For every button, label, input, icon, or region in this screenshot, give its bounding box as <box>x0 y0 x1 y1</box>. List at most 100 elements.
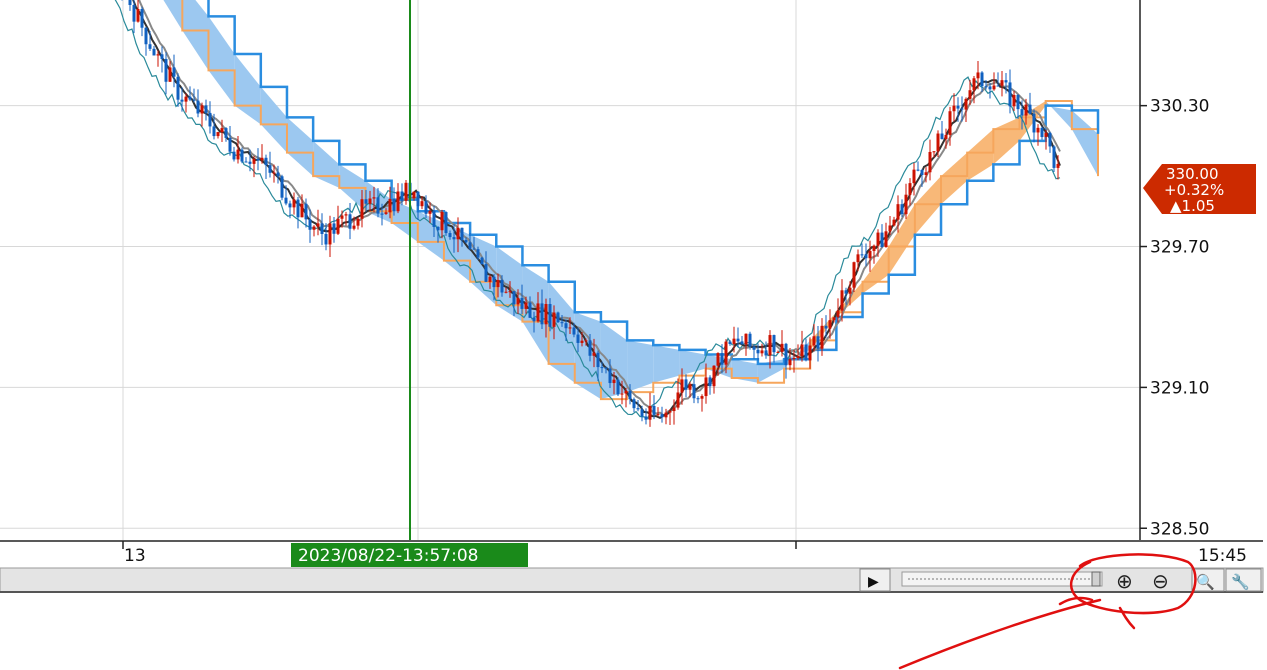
cloud-segment-18 <box>600 321 628 400</box>
candle-body-211 <box>844 290 848 294</box>
candle-body-183 <box>732 338 736 345</box>
candle-body-141 <box>564 323 568 329</box>
candle-body-82 <box>328 223 332 245</box>
candle-body-117 <box>468 242 472 249</box>
cloud-segment-7 <box>313 140 340 188</box>
candle-body-50 <box>200 105 204 114</box>
cloud-segment-20 <box>653 345 680 383</box>
candle-body-105 <box>420 201 424 207</box>
candle-body-144 <box>576 334 580 343</box>
candle-body-170 <box>680 379 684 393</box>
candle-body-166 <box>664 412 668 418</box>
candle-body-186 <box>744 333 748 345</box>
candle-body-66 <box>264 157 268 166</box>
leading-span-a <box>181 0 1099 401</box>
candle-body-106 <box>424 201 428 214</box>
candle-body-238 <box>952 105 956 112</box>
candle-body-77 <box>308 219 312 230</box>
candle-body-118 <box>472 248 476 250</box>
candle-body-72 <box>288 203 292 208</box>
candle-body-184 <box>736 338 740 342</box>
candle-body-191 <box>764 350 768 356</box>
candle-body-121 <box>484 264 488 282</box>
candle-body-200 <box>800 344 804 357</box>
candle-body-94 <box>376 197 380 214</box>
zoom-out-icon[interactable]: ⊖ <box>1152 569 1169 593</box>
zoom-in-icon[interactable]: ⊕ <box>1116 569 1133 593</box>
cloud-segment-16 <box>548 281 575 383</box>
cloud-segment-32 <box>967 129 994 181</box>
candle-body-230 <box>920 169 924 176</box>
candle-body-147 <box>588 340 592 356</box>
zoom-slider-thumb[interactable] <box>1091 571 1101 587</box>
candle-body-222 <box>888 225 892 232</box>
candle-body-217 <box>868 250 872 259</box>
candle-body-172 <box>688 384 692 390</box>
candle-body-259 <box>1036 127 1040 133</box>
candle-body-85 <box>340 215 344 219</box>
candle-body-45 <box>180 99 184 102</box>
candle-body-212 <box>848 287 852 294</box>
candle-body-99 <box>396 191 400 212</box>
candle-body-157 <box>628 390 632 400</box>
cloud-segment-31 <box>941 152 968 205</box>
candle-body-169 <box>676 392 680 408</box>
price-axis: 330.30 329.70 329.10 328.50 <box>1140 97 1209 539</box>
candle-body-148 <box>592 352 596 356</box>
candle-body-38 <box>152 48 156 56</box>
candle-body-226 <box>904 194 908 215</box>
candle-body-138 <box>552 312 556 327</box>
candle-body-55 <box>220 128 224 133</box>
candle-body-32 <box>128 0 132 5</box>
candle-body-65 <box>260 157 264 161</box>
settings-icon[interactable]: 🔧 <box>1231 572 1250 591</box>
candle-body-185 <box>740 341 744 345</box>
candle-body-103 <box>412 191 416 199</box>
candle-body-242 <box>968 90 972 99</box>
candle-body-91 <box>364 199 368 204</box>
candle-body-129 <box>516 298 520 305</box>
candle-body-80 <box>320 223 324 234</box>
candle-body-146 <box>584 340 588 342</box>
cloud-segment-5 <box>260 86 287 153</box>
last-price-badge: 330.00 +0.32% ▲1.05 <box>1143 164 1256 215</box>
candle-body-54 <box>216 132 220 137</box>
candle-body-243 <box>972 78 976 91</box>
scroll-right-button[interactable] <box>859 568 891 592</box>
candle-body-176 <box>704 377 708 397</box>
price-tick-label-0: 330.30 <box>1150 97 1209 117</box>
candle-body-93 <box>372 197 376 199</box>
candle-body-92 <box>368 198 372 204</box>
candle-body-130 <box>520 298 524 309</box>
candle-body-250 <box>1000 80 1004 86</box>
candle-body-115 <box>460 227 464 240</box>
candle-body-158 <box>632 399 636 409</box>
candle-body-260 <box>1040 127 1044 138</box>
candle-body-240 <box>960 108 964 110</box>
cloud-segment-3 <box>208 16 235 106</box>
candle-body-174 <box>696 398 700 400</box>
candle-body-179 <box>716 353 720 366</box>
candle-body-100 <box>400 191 404 201</box>
candle-body-235 <box>940 133 944 140</box>
candle-body-125 <box>500 279 504 293</box>
candle-body-104 <box>416 191 420 207</box>
candle-body-233 <box>932 151 936 153</box>
candle-body-196 <box>784 343 788 366</box>
candle-body-193 <box>772 335 776 353</box>
candle-body-40 <box>160 54 164 59</box>
search-icon[interactable]: 🔍 <box>1196 572 1215 591</box>
candle-body-79 <box>316 223 320 227</box>
candle-body-47 <box>188 96 192 100</box>
candle-body-258 <box>1032 113 1036 133</box>
price-tick-label-3: 328.50 <box>1150 519 1209 539</box>
candle-body-97 <box>388 199 392 213</box>
candle-body-257 <box>1028 104 1032 114</box>
candle-body-206 <box>824 325 828 329</box>
candle-body-153 <box>612 379 616 384</box>
cloud-segment-2 <box>182 0 209 71</box>
candle-body-205 <box>820 325 824 349</box>
candle-body-145 <box>580 340 584 343</box>
candle-body-35 <box>140 9 144 28</box>
cloud-segment-21 <box>679 349 706 376</box>
